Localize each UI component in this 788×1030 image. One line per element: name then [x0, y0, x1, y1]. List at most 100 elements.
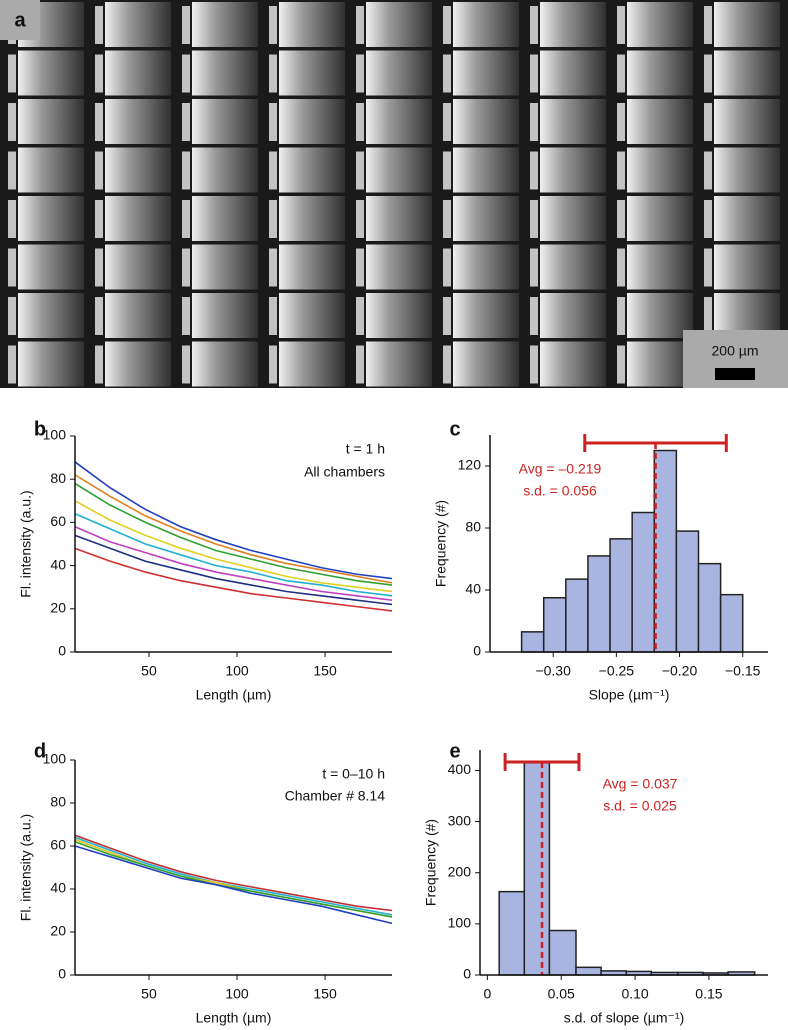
- comb: [530, 103, 538, 141]
- bar: [498, 890, 526, 976]
- line: [74, 461, 393, 580]
- comb: [269, 297, 277, 335]
- chamber: [453, 341, 519, 387]
- chamber: [279, 196, 345, 241]
- micrograph: [0, 0, 788, 388]
- annotation: All chambers: [304, 464, 385, 480]
- bar: [609, 538, 633, 653]
- chamber: [366, 2, 432, 47]
- chamber: [714, 244, 780, 290]
- comb: [269, 103, 277, 141]
- chamber: [366, 293, 432, 338]
- chamber: [18, 50, 84, 96]
- panel-label: d: [34, 740, 46, 762]
- chamber: [366, 50, 432, 96]
- chamber: [279, 147, 345, 193]
- chamber: [192, 50, 258, 96]
- bar: [719, 593, 744, 653]
- annotation: Chamber # 8.14: [285, 788, 386, 804]
- comb: [704, 103, 712, 141]
- annotation: s.d. = 0.025: [603, 798, 677, 814]
- chamber: [627, 2, 693, 47]
- comb: [356, 297, 364, 335]
- comb: [443, 151, 451, 190]
- comb: [356, 151, 364, 190]
- x-tick-label: 100: [225, 986, 249, 1002]
- comb: [8, 200, 16, 238]
- chamber: [192, 293, 258, 338]
- x-axis-label: Length (µm): [196, 1010, 272, 1026]
- comb: [356, 200, 364, 238]
- chamber: [714, 2, 780, 47]
- comb: [704, 151, 712, 190]
- comb: [443, 6, 451, 44]
- y-tick-label: 0: [58, 966, 66, 982]
- comb: [182, 200, 190, 238]
- y-tick-label: 80: [465, 519, 481, 535]
- comb: [704, 248, 712, 287]
- bar: [697, 562, 722, 653]
- chamber: [279, 341, 345, 387]
- x-tick-label: 0: [483, 986, 491, 1002]
- chamber: [627, 341, 693, 387]
- chamber: [279, 2, 345, 47]
- chamber: [453, 244, 519, 290]
- comb: [530, 151, 538, 190]
- y-tick-label: 60: [50, 837, 66, 853]
- comb: [95, 200, 103, 238]
- chamber: [453, 196, 519, 241]
- line: [74, 482, 393, 586]
- comb: [617, 345, 625, 384]
- chamber: [105, 147, 171, 193]
- chamber: [279, 244, 345, 290]
- comb: [95, 297, 103, 335]
- chamber: [279, 293, 345, 338]
- x-axis-label: s.d. of slope (µm⁻¹): [564, 1010, 684, 1026]
- line: [74, 534, 393, 606]
- chamber: [540, 293, 606, 338]
- line: [74, 500, 393, 593]
- chamber: [366, 341, 432, 387]
- comb: [182, 248, 190, 287]
- chamber: [627, 147, 693, 193]
- comb: [617, 248, 625, 287]
- y-tick-label: 120: [458, 457, 482, 473]
- x-tick-label: −0.25: [599, 663, 635, 679]
- chamber: [192, 99, 258, 144]
- bar: [548, 929, 577, 976]
- chamber: [105, 99, 171, 144]
- scale-bar: [715, 368, 755, 380]
- line: [74, 547, 393, 612]
- y-axis-label: Frequency (#): [433, 500, 449, 587]
- chamber: [453, 50, 519, 96]
- bar: [653, 449, 678, 653]
- comb: [617, 297, 625, 335]
- chamber: [279, 99, 345, 144]
- y-tick-label: 200: [448, 863, 472, 879]
- x-tick-label: 150: [313, 663, 337, 679]
- bar: [565, 578, 589, 653]
- line: [74, 525, 393, 601]
- y-tick-label: 80: [50, 470, 66, 486]
- comb: [617, 6, 625, 44]
- y-tick-label: 20: [50, 923, 66, 939]
- bar: [520, 631, 545, 653]
- x-tick-label: 0.15: [695, 986, 722, 1002]
- comb: [704, 297, 712, 335]
- line: [74, 474, 393, 584]
- comb: [95, 6, 103, 44]
- chamber: [453, 147, 519, 193]
- chamber: [366, 196, 432, 241]
- chamber: [540, 2, 606, 47]
- comb: [530, 248, 538, 287]
- comb: [530, 6, 538, 44]
- annotation: s.d. = 0.056: [523, 483, 597, 499]
- scale-label: 200 µm: [712, 343, 759, 359]
- line: [74, 840, 393, 918]
- x-tick-label: 0.05: [548, 986, 575, 1002]
- comb: [95, 345, 103, 384]
- chamber: [366, 147, 432, 193]
- y-tick-label: 0: [58, 643, 66, 659]
- comb: [8, 103, 16, 141]
- bar: [675, 530, 700, 653]
